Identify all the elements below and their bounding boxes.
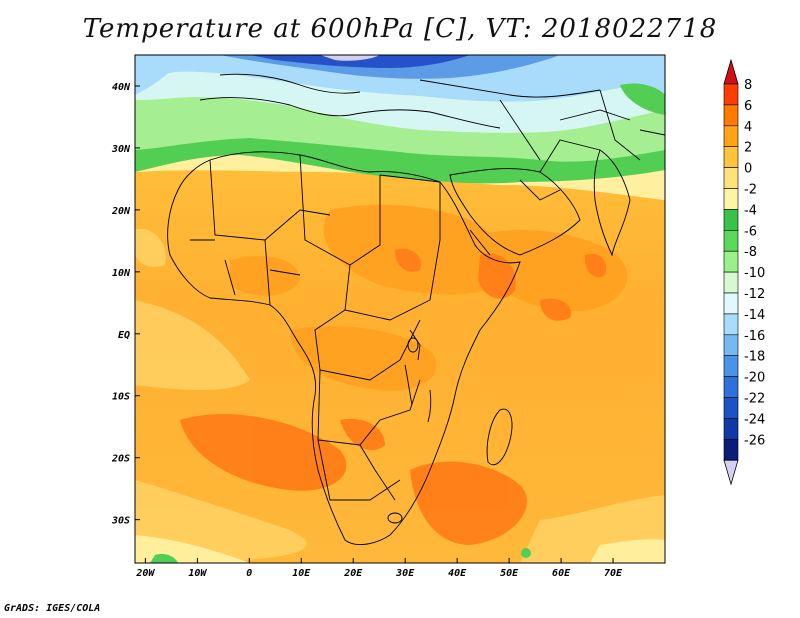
colorbar: 8 6 4 2 0 -2 -4 -6 -8 -10 -12 -14 -16 -18 -20 -22 -24 -26 <box>723 58 765 486</box>
country-borders <box>167 73 665 546</box>
lat-tick-label: 10N <box>112 268 131 279</box>
colorbar-swatch <box>723 438 739 461</box>
colorbar-swatch <box>723 125 739 148</box>
colorbar-label: -16 <box>744 329 765 344</box>
lon-tick-label: 20W <box>135 568 155 579</box>
colorbar-label: -14 <box>744 308 765 323</box>
colorbar-bottom-cap <box>723 459 739 486</box>
hot-patches <box>180 248 607 545</box>
colorbar-swatch <box>723 376 739 398</box>
colorbar-label: -10 <box>744 266 765 281</box>
colorbar-label: -6 <box>744 224 757 239</box>
lon-tick-label: 30E <box>395 568 415 579</box>
colorbar-label: -22 <box>744 392 765 407</box>
colorbar-label: 8 <box>744 78 752 93</box>
colorbar-label: -12 <box>744 287 765 302</box>
lat-tick-label: 30S <box>111 516 130 527</box>
colorbar-label: 2 <box>744 141 752 156</box>
colorbar-swatch <box>723 188 739 210</box>
lon-tick-label: 10W <box>188 568 207 579</box>
colorbar-swatch <box>723 355 739 377</box>
lon-tick-label: 70E <box>604 568 623 579</box>
lon-tick-label: 10E <box>292 568 311 579</box>
longitude-axis: 20W 10W 0 10E 20E 30E 40E 50E 60E 70E <box>135 558 623 579</box>
colorbar-swatch <box>723 292 739 315</box>
colorbar-label: -8 <box>744 245 757 260</box>
colorbar-label: -26 <box>744 433 765 448</box>
lon-tick-label: 50E <box>500 568 519 579</box>
colorbar-swatch <box>723 104 739 127</box>
colorbar-swatch <box>723 334 739 356</box>
map-title: Temperature at 600hPa [C], VT: 201802271… <box>82 14 718 44</box>
colorbar-label: 6 <box>744 99 752 114</box>
light-warm-areas <box>135 229 665 563</box>
colorbar-swatch <box>723 397 739 419</box>
colorbar-swatch <box>723 271 739 294</box>
colorbar-swatch <box>723 146 739 168</box>
warm-anomaly-patches <box>230 204 628 391</box>
colorbar-top-cap <box>723 58 739 85</box>
colorbar-label: 4 <box>744 120 752 135</box>
lat-tick-label: EQ <box>118 330 130 341</box>
lat-tick-label: 10S <box>112 392 130 403</box>
lon-tick-label: 60E <box>552 568 571 579</box>
colorbar-swatch <box>723 250 739 273</box>
latitude-axis: 40N 30N 20N 10N EQ 10S 20S 30S <box>111 82 140 527</box>
lon-tick-label: 20E <box>343 568 363 579</box>
colorbar-label: -18 <box>744 350 765 365</box>
colorbar-swatch <box>723 209 739 231</box>
band-blue-dark <box>250 55 470 68</box>
grads-credit: GrADS: IGES/COLA <box>4 603 101 614</box>
colorbar-label: -4 <box>744 203 757 218</box>
lon-tick-label: 0 <box>246 568 252 579</box>
colorbar-swatch <box>723 167 739 189</box>
colorbar-label: 0 <box>744 162 752 177</box>
colorbar-swatch <box>723 418 739 440</box>
colorbar-swatch <box>723 83 739 106</box>
lat-tick-label: 20S <box>111 454 130 465</box>
band-lavender <box>320 55 380 61</box>
colorbar-swatch <box>723 230 739 252</box>
colorbar-label: -24 <box>744 412 765 427</box>
lon-tick-label: 40E <box>448 568 467 579</box>
lat-tick-label: 40N <box>112 82 131 93</box>
lat-tick-label: 20N <box>111 206 131 217</box>
plot-frame <box>134 54 666 564</box>
colorbar-swatch <box>723 313 739 336</box>
temperature-field <box>135 55 665 563</box>
colorbar-label: -20 <box>744 371 765 386</box>
lat-tick-label: 30N <box>111 144 131 155</box>
colorbar-label: -2 <box>744 183 757 198</box>
